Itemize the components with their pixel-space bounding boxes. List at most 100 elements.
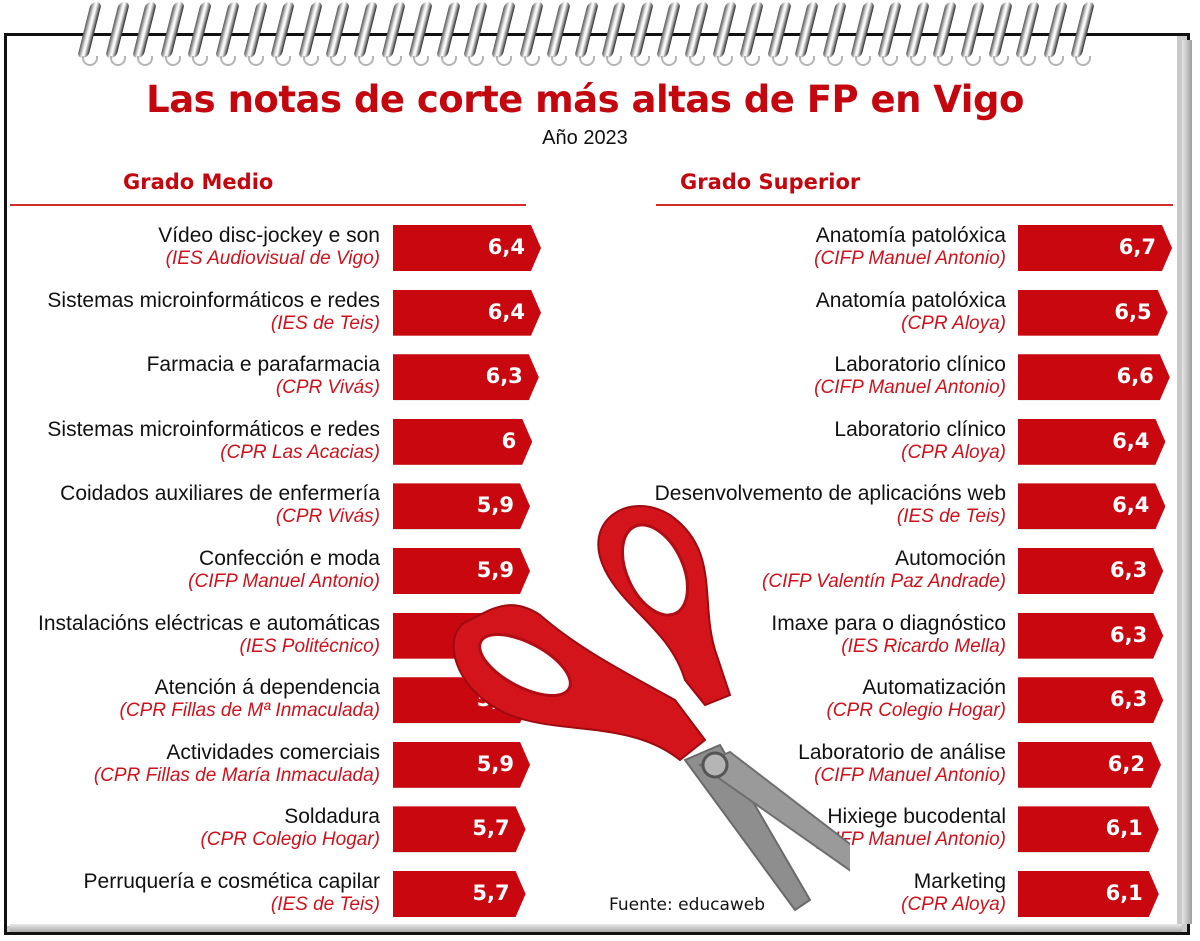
spiral-coil: [768, 0, 796, 68]
value-label: 5,7: [472, 816, 510, 841]
value-label: 6,3: [1109, 558, 1148, 582]
program-label: Hixiege bucodental: [827, 805, 1006, 829]
section-divider: [10, 204, 526, 206]
spiral-coil: [685, 0, 713, 68]
section-divider: [656, 204, 1173, 206]
program-label: Sistemas microinformáticos e redes: [47, 417, 380, 441]
spiral-coil: [216, 0, 244, 68]
value-label: 5,9: [476, 558, 514, 582]
chart-subtitle: Año 2023: [542, 127, 628, 149]
school-label: (IES Audiovisual de Vigo): [165, 248, 380, 269]
spiral-coil: [492, 0, 520, 68]
school-label: (CPR Las Acacias): [220, 441, 380, 463]
program-label: Coidados auxiliares de enfermería: [60, 482, 380, 506]
school-label: (CPR Aloya): [901, 312, 1006, 334]
school-label: (IES de Teis): [270, 312, 380, 334]
spiral-binding-icon: [78, 0, 1108, 68]
program-label: Anatomía patolóxica: [815, 288, 1006, 312]
program-label: Perruquería e cosmética capilar: [83, 870, 380, 893]
value-bar: 5,7: [393, 871, 526, 917]
spiral-coil: [630, 0, 658, 68]
program-label: Laboratorio clínico: [834, 417, 1006, 441]
program-label: Confección e moda: [199, 547, 380, 570]
value-bar: 6,2: [1018, 742, 1161, 788]
spiral-coil: [989, 0, 1017, 68]
spiral-coil: [602, 0, 630, 68]
value-bar: 6,4: [393, 225, 541, 271]
school-label: (CIFP Manuel Antonio): [188, 571, 380, 592]
value-bar: 5,9: [393, 548, 530, 594]
row-text: Hixiege bucodental (CIFP Manuel Antonio): [0, 805, 1006, 857]
value-label: 6,1: [1105, 881, 1143, 905]
spiral-coil: [657, 0, 685, 68]
spiral-coil: [1016, 0, 1044, 68]
school-label: (CPR Fillas de María Inmaculada): [93, 764, 380, 786]
program-label: Laboratorio clínico: [834, 353, 1006, 377]
notebook-frame: [4, 33, 1190, 935]
row-text: Laboratorio de análise (CIFP Manuel Anto…: [0, 741, 1006, 793]
row-text: Sistemas microinformáticos e redes (CPR …: [0, 418, 380, 470]
value-label: 6: [501, 428, 517, 453]
school-label: (CIFP Valentín Paz Andrade): [762, 571, 1006, 592]
school-label: (CPR Colegio Hogar): [200, 829, 380, 851]
school-label: (CPR Vivás): [275, 506, 380, 528]
row-text: Vídeo disc-jockey e son (IES Audiovisual…: [0, 224, 380, 276]
spiral-coil: [271, 0, 299, 68]
school-label: (CIFP Manuel Antonio): [814, 377, 1006, 399]
program-label: Vídeo disc-jockey e son: [158, 224, 380, 247]
section-title-grado-superior: Grado Superior: [680, 170, 861, 194]
frame-shadow: [10, 924, 1182, 932]
spiral-coil: [713, 0, 741, 68]
value-label: 6,2: [1107, 751, 1145, 776]
value-label: 6,4: [1112, 428, 1150, 453]
row-text: Laboratorio clínico (CPR Aloya): [0, 418, 1006, 470]
school-label: (CIFP Manuel Antonio): [814, 829, 1006, 851]
spiral-coil: [382, 0, 410, 68]
program-label: Atención á dependencia: [154, 676, 380, 700]
value-bar: 6,4: [393, 290, 541, 336]
school-label: (CPR Fillas de Mª Inmaculada): [119, 700, 380, 722]
row-text: Sistemas microinformáticos e redes (IES …: [0, 289, 380, 341]
spiral-coil: [133, 0, 161, 68]
value-bar: 6,3: [1018, 677, 1163, 723]
school-label: (CPR Vivás): [275, 377, 380, 399]
value-bar: 5,9: [393, 483, 530, 529]
row-text: Desenvolvemento de aplicacións web (IES …: [0, 482, 1006, 534]
program-label: Soldadura: [284, 805, 380, 829]
spiral-coil: [437, 0, 465, 68]
program-label: Actividades comerciais: [166, 740, 380, 764]
value-bar: 6,4: [1018, 483, 1165, 529]
spiral-coil: [161, 0, 189, 68]
value-label: 6,1: [1105, 816, 1143, 841]
value-label: 6,3: [1109, 687, 1148, 712]
school-label: (CPR Aloya): [901, 441, 1006, 463]
program-label: Sistemas microinformáticos e redes: [47, 288, 380, 312]
program-label: Anatomía patolóxica: [815, 224, 1006, 247]
school-label: (CPR Colegio Hogar): [826, 700, 1006, 722]
spiral-coil: [299, 0, 327, 68]
value-label: 5,9: [476, 493, 514, 518]
value-label: 5,7: [472, 881, 510, 905]
value-bar: 5,7: [393, 806, 526, 852]
school-label: (CPR Aloya): [901, 894, 1006, 915]
spiral-coil: [244, 0, 272, 68]
frame-shadow: [1182, 40, 1192, 924]
spiral-coil: [961, 0, 989, 68]
value-bar: 6,3: [1018, 613, 1163, 659]
value-bar: 6: [393, 419, 532, 465]
value-bar: 6,1: [1018, 871, 1159, 917]
program-label: Desenvolvemento de aplicacións web: [654, 482, 1006, 506]
spiral-coil: [78, 0, 106, 68]
value-label: 6,4: [487, 299, 525, 324]
school-label: (IES de Teis): [270, 894, 380, 915]
program-label: Automatización: [862, 676, 1006, 700]
value-bar: 6,7: [1018, 225, 1172, 271]
row-text: Instalacións eléctricas e automáticas (I…: [0, 612, 380, 664]
row-text: Marketing (CPR Aloya): [0, 870, 1006, 922]
spiral-coil: [409, 0, 437, 68]
section-title-grado-medio: Grado Medio: [123, 170, 274, 194]
row-text: Laboratorio clínico (CIFP Manuel Antonio…: [0, 353, 1006, 405]
spiral-coil: [354, 0, 382, 68]
spiral-coil: [740, 0, 768, 68]
spiral-coil: [106, 0, 134, 68]
